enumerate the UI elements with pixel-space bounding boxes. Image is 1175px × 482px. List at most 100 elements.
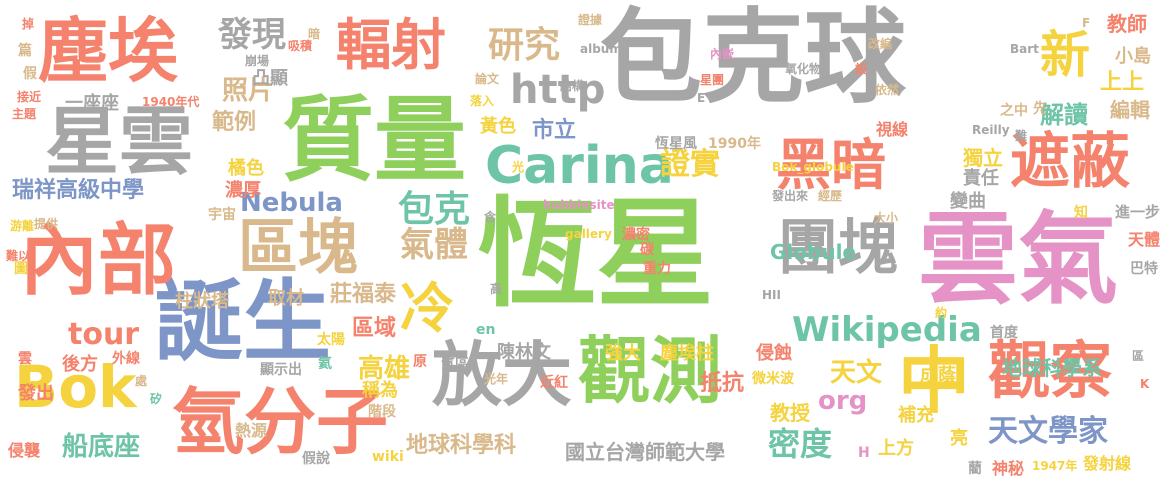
word-cloud-term: 氧化物	[785, 62, 822, 76]
word-cloud-term: 證實	[660, 147, 720, 182]
word-cloud-term: 稱為	[362, 380, 398, 401]
word-cloud-term: 重力	[643, 261, 671, 277]
word-cloud-term: 矽	[150, 392, 163, 406]
word-cloud-term: 輻射	[336, 13, 447, 77]
word-cloud-term: 結構	[560, 79, 585, 93]
word-cloud-term: 內部	[20, 216, 177, 306]
word-cloud-term: 變曲	[950, 191, 986, 212]
word-cloud-term: 先	[1033, 101, 1047, 117]
word-cloud-term: 氫分子	[172, 380, 389, 464]
word-cloud-term: 改編	[868, 37, 893, 51]
word-cloud-term: 解讀	[1040, 101, 1088, 129]
word-cloud-term: 發出	[18, 383, 54, 404]
word-cloud-term: 發現	[218, 15, 286, 55]
word-cloud-term: 後方	[62, 354, 98, 375]
word-cloud-term: 氣體	[400, 225, 468, 265]
word-cloud-term: 證據	[578, 13, 603, 27]
word-cloud-term: 階段	[368, 404, 396, 420]
word-cloud-term: 照片	[222, 76, 275, 106]
word-cloud-term: 中	[898, 339, 971, 423]
word-cloud-term: 黑暗	[776, 133, 887, 197]
word-cloud-term: 補充	[898, 405, 934, 426]
word-cloud-term: 莊福泰	[330, 282, 397, 307]
word-cloud-term: HII	[762, 288, 781, 302]
word-cloud-term: 船底座	[62, 432, 141, 462]
word-cloud-term: 難	[1015, 129, 1028, 143]
word-cloud-term: 經歷	[818, 189, 843, 203]
word-cloud-term: 區域	[352, 316, 397, 341]
word-cloud-term: 光	[512, 160, 525, 174]
word-cloud-term: 之中	[1000, 103, 1028, 119]
word-cloud-term: 知	[1074, 205, 1088, 221]
word-cloud-term: org	[818, 386, 868, 416]
word-cloud-term: en	[476, 322, 496, 338]
word-cloud-term: 高	[490, 282, 503, 296]
word-cloud-term: 觀測	[578, 329, 723, 413]
word-cloud-term: 1940年代	[142, 95, 200, 109]
word-cloud-term: 假說	[302, 451, 330, 467]
word-cloud-term: 恆星	[478, 185, 715, 323]
word-cloud-term: 教師	[1107, 12, 1147, 36]
word-cloud-term: 巴特	[1130, 261, 1158, 277]
word-cloud-term: Globule	[770, 240, 856, 264]
word-cloud-term: 地球科學系	[1002, 356, 1102, 380]
word-cloud-term: 首度	[990, 325, 1018, 341]
word-cloud-term: 星雲	[45, 99, 193, 185]
word-cloud-term: hubblesite	[543, 198, 615, 212]
word-cloud-term: F	[1082, 16, 1091, 30]
word-cloud-term: 篇	[18, 43, 32, 59]
word-cloud-term: 藺	[968, 461, 982, 477]
word-cloud-term: 大小	[874, 211, 899, 225]
word-cloud-term: gallery	[565, 227, 612, 241]
word-cloud-term: 範例	[212, 110, 257, 135]
word-cloud-term: 包克球	[600, 0, 906, 118]
word-cloud-term: 星團	[700, 73, 725, 87]
word-cloud-term: 凸顯	[252, 68, 288, 89]
word-cloud-term: Wikipedia	[792, 310, 982, 350]
word-cloud-term: 處	[135, 374, 148, 388]
word-cloud-term: 高雄	[358, 354, 411, 384]
word-cloud-term: Bok_globule	[772, 160, 854, 174]
word-cloud-term: 強大	[605, 343, 641, 364]
word-cloud-term: 侵襲	[8, 441, 41, 460]
word-cloud-term: 吸積	[288, 39, 313, 53]
word-cloud-term: 小島	[1115, 46, 1151, 67]
word-cloud-term: 包克	[398, 189, 471, 230]
word-cloud-term: 區塊	[238, 213, 358, 283]
word-cloud-term: 天體	[1128, 230, 1161, 249]
word-cloud-term: 游離	[10, 219, 35, 233]
word-cloud-term: 質量	[282, 87, 467, 194]
word-cloud-term: 瑞祥高級中學	[12, 178, 145, 203]
word-cloud-term: 責任	[963, 168, 999, 189]
word-cloud-term: 進一步	[1115, 203, 1161, 221]
word-cloud-term: 地球科學科	[406, 433, 517, 458]
word-cloud-term: 陳林文	[497, 342, 551, 363]
word-cloud-term: 編輯	[1110, 98, 1150, 122]
word-cloud-term: 發出來	[772, 189, 809, 203]
word-cloud-term: 難以	[6, 249, 31, 263]
word-cloud-term: 取材	[268, 288, 304, 309]
word-cloud-term: 雲	[18, 351, 32, 367]
word-cloud-term: 獨立	[963, 146, 1003, 170]
word-cloud-term: 國立台灣師範大學	[565, 440, 725, 464]
word-cloud-term: 亮	[950, 428, 968, 449]
word-cloud-term: 遮蔽	[1010, 127, 1130, 197]
word-cloud-term: Bart	[1010, 42, 1039, 56]
word-cloud-term: 市立	[532, 118, 577, 143]
word-cloud-term: 1947年	[1032, 459, 1078, 473]
word-cloud-term: 提供	[34, 217, 59, 231]
word-cloud-term: 論文	[475, 72, 500, 86]
word-cloud-term: 上上	[1100, 70, 1145, 95]
word-cloud-term: 主題	[12, 107, 37, 121]
word-cloud-term: 冷	[400, 277, 454, 340]
word-cloud-term: Carina	[485, 136, 674, 196]
word-cloud-term: http	[510, 67, 606, 113]
word-cloud-term: 近紅	[540, 375, 568, 391]
word-cloud-term: 崩場	[245, 54, 270, 68]
word-cloud-term: 研究	[488, 25, 561, 66]
word-cloud-term: 團塊	[778, 213, 898, 283]
word-cloud-term: 誕生	[155, 270, 332, 373]
word-cloud-term: 放大	[432, 334, 572, 416]
word-cloud-term: 區	[1132, 349, 1145, 363]
